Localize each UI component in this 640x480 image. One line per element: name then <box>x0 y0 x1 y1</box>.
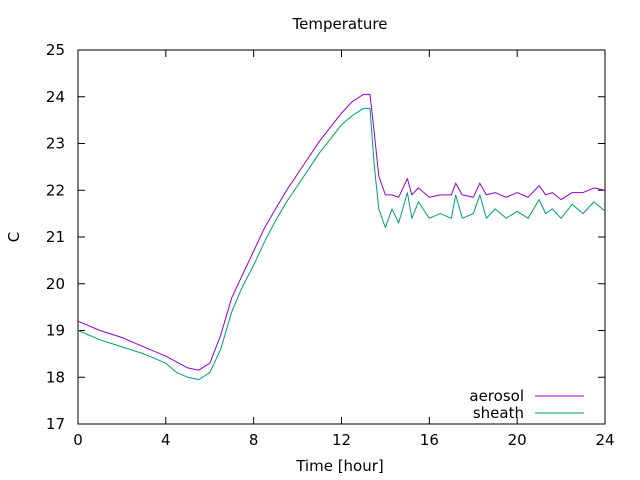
y-tick-label: 24 <box>46 88 65 106</box>
y-tick-label: 17 <box>46 415 65 433</box>
y-tick-label: 18 <box>46 368 65 386</box>
plot-frame <box>77 49 606 425</box>
chart-title: Temperature <box>291 15 387 33</box>
x-tick-label: 20 <box>508 431 527 449</box>
y-tick-label: 22 <box>46 181 65 199</box>
x-tick-label: 8 <box>249 431 259 449</box>
series-layer <box>77 93 606 381</box>
x-tick-label: 16 <box>420 431 439 449</box>
y-tick-label: 20 <box>46 275 65 293</box>
x-tick-label: 0 <box>73 431 83 449</box>
legend-label: sheath <box>473 404 524 422</box>
y-axis-label: C <box>5 232 23 242</box>
series-line-aerosol <box>77 93 606 371</box>
x-tick-label: 4 <box>161 431 171 449</box>
y-tick-label: 23 <box>46 135 65 153</box>
y-tick-label: 21 <box>46 228 65 246</box>
y-tick-label: 25 <box>46 41 65 59</box>
y-tick-label: 19 <box>46 322 65 340</box>
x-axis-label: Time [hour] <box>295 457 384 475</box>
series-line-sheath <box>77 107 606 381</box>
x-tick-label: 12 <box>332 431 351 449</box>
x-axis: 0 4 8 12 16 20 24 <box>73 50 615 449</box>
y-axis: 17 18 19 20 21 22 23 24 25 <box>46 41 605 433</box>
x-tick-label: 24 <box>595 431 614 449</box>
legend-label: aerosol <box>469 387 524 405</box>
